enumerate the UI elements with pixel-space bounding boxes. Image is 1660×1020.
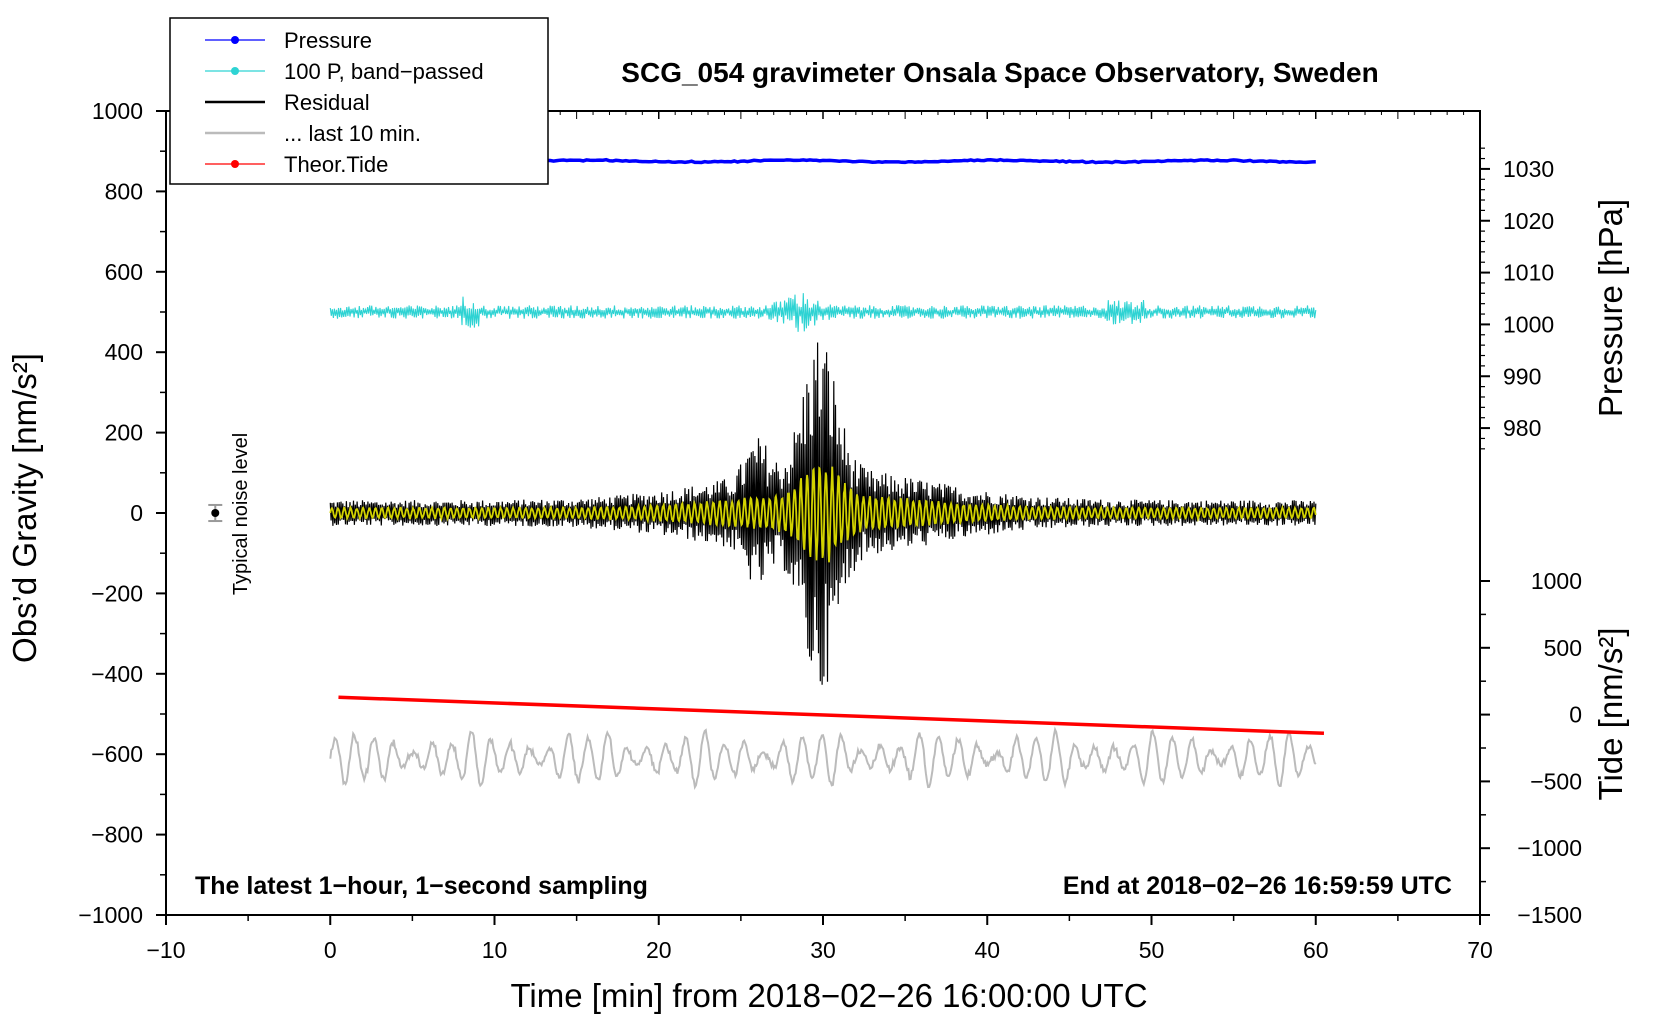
y-tick-label: 600 [105, 259, 143, 285]
pressure-bandpassed-series-line [329, 293, 1317, 332]
pressure-axis-title: Pressure [hPa] [1592, 199, 1629, 417]
pressure-tick-label: 1000 [1503, 311, 1554, 337]
chart-title: SCG_054 gravimeter Onsala Space Observat… [621, 57, 1378, 88]
tide-axis-title: Tide [nm/s²] [1592, 628, 1629, 801]
end-time-annotation: End at 2018−02−26 16:59:59 UTC [1063, 872, 1452, 900]
legend-swatch-marker [231, 160, 239, 168]
x-tick-label: 50 [1139, 937, 1165, 963]
tide-tick-label: −1000 [1517, 835, 1582, 861]
y-tick-label: 0 [130, 500, 143, 526]
y-axis-title: Obs’d Gravity [nm/s²] [6, 353, 43, 663]
tide-tick-label: −500 [1530, 768, 1582, 794]
x-tick-label: 40 [974, 937, 1000, 963]
y-tick-label: 400 [105, 339, 143, 365]
tide-tick-label: 1000 [1531, 568, 1582, 594]
x-axis-title: Time [min] from 2018−02−26 16:00:00 UTC [510, 977, 1147, 1014]
tide-tick-label: 0 [1569, 702, 1582, 728]
legend-label: Theor.Tide [284, 152, 388, 177]
pressure-tick-label: 990 [1503, 363, 1541, 389]
tide-series-line [338, 695, 1325, 736]
y-tick-label: 200 [105, 420, 143, 446]
axes: −10 0 10 20 30 40 50 60 7010008006004002000−200−… [78, 98, 1582, 963]
legend-label: 100 P, band−passed [284, 59, 484, 84]
residual-series-line [329, 342, 1317, 685]
legend-swatch-marker [231, 67, 239, 75]
pressure-tick-label: 1010 [1503, 260, 1554, 286]
tide-tick-label: −1500 [1517, 902, 1582, 928]
y-tick-label: −800 [91, 822, 143, 848]
legend-label: ... last 10 min. [284, 121, 421, 146]
y-tick-label: 800 [105, 178, 143, 204]
legend-label: Pressure [284, 28, 372, 53]
sampling-annotation: The latest 1−hour, 1−second sampling [195, 872, 648, 900]
x-tick-label: 10 [482, 937, 508, 963]
legend-swatch-marker [231, 36, 239, 44]
last-10-min-series-line [329, 726, 1317, 791]
pressure-tick-label: 980 [1503, 415, 1541, 441]
noise-point [211, 509, 220, 517]
y-tick-label: −400 [91, 661, 143, 687]
x-tick-label: 30 [810, 937, 836, 963]
y-tick-label: 1000 [92, 98, 143, 124]
y-tick-label: −1000 [78, 902, 143, 928]
pressure-tick-label: 1020 [1503, 208, 1554, 234]
x-tick-label: 70 [1467, 937, 1493, 963]
tide-tick-label: 500 [1544, 635, 1582, 661]
x-tick-label: 60 [1303, 937, 1329, 963]
noise-level-label: Typical noise level [230, 433, 252, 595]
plot-area [208, 157, 1325, 791]
y-tick-label: −600 [91, 741, 143, 767]
legend-label: Residual [284, 90, 370, 115]
residual-filtered-series-line [329, 466, 1317, 563]
y-tick-label: −200 [91, 580, 143, 606]
legend: Pressure 100 P, band−passed Residual ... la… [169, 17, 549, 185]
x-tick-label: −10 [146, 937, 185, 963]
x-tick-label: 20 [646, 937, 672, 963]
pressure-tick-label: 1030 [1503, 156, 1554, 182]
x-tick-label: 0 [324, 937, 337, 963]
